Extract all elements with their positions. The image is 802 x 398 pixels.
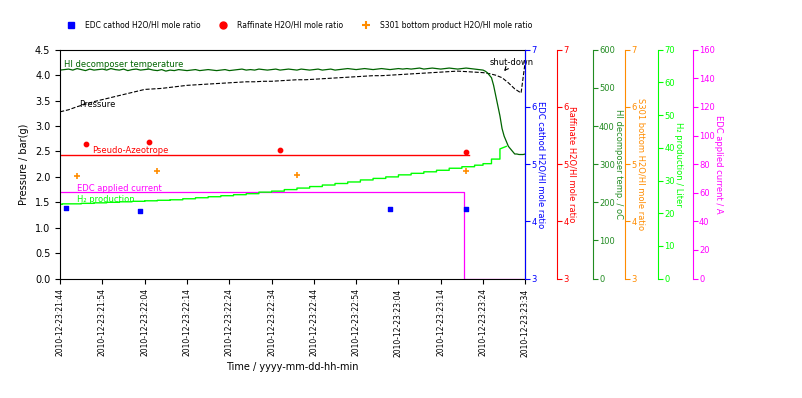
Point — [290, 172, 303, 179]
Point — [460, 206, 472, 212]
Point — [151, 168, 164, 174]
Text: EDC applied current: EDC applied current — [77, 183, 162, 193]
X-axis label: Time / yyyy-mm-dd-hh-min: Time / yyyy-mm-dd-hh-min — [226, 362, 359, 372]
Point — [134, 208, 147, 215]
Y-axis label: H₂ production / Liter: H₂ production / Liter — [674, 122, 683, 207]
Point — [460, 168, 472, 174]
Text: Pseudo-Azeotrope: Pseudo-Azeotrope — [92, 146, 168, 155]
Text: shut-down: shut-down — [489, 58, 533, 70]
Point — [460, 149, 472, 156]
Text: H₂ production: H₂ production — [77, 195, 135, 204]
Y-axis label: Pressure / bar(g): Pressure / bar(g) — [19, 123, 30, 205]
Legend: EDC cathod H2O/HI mole ratio, Raffinate H2O/HI mole ratio, S301 bottom product H: EDC cathod H2O/HI mole ratio, Raffinate … — [60, 18, 535, 33]
Y-axis label: Raffinate H2O/HI mole ratio: Raffinate H2O/HI mole ratio — [568, 106, 577, 222]
Text: HI decomposer temperature: HI decomposer temperature — [64, 60, 184, 68]
Y-axis label: HI decomposer temp. / oC: HI decomposer temp. / oC — [614, 109, 623, 219]
Text: Pressure: Pressure — [79, 100, 115, 109]
Point — [383, 206, 396, 212]
Point — [143, 139, 156, 146]
Point — [60, 205, 73, 212]
Point — [71, 173, 83, 179]
Y-axis label: S301 bottom H2O/HI mole ratio: S301 bottom H2O/HI mole ratio — [636, 98, 646, 230]
Point — [79, 140, 92, 147]
Point — [273, 147, 286, 153]
Y-axis label: EDC applied current / A: EDC applied current / A — [715, 115, 723, 213]
Y-axis label: EDC cathod H2O/HI mole ratio: EDC cathod H2O/HI mole ratio — [537, 101, 545, 228]
